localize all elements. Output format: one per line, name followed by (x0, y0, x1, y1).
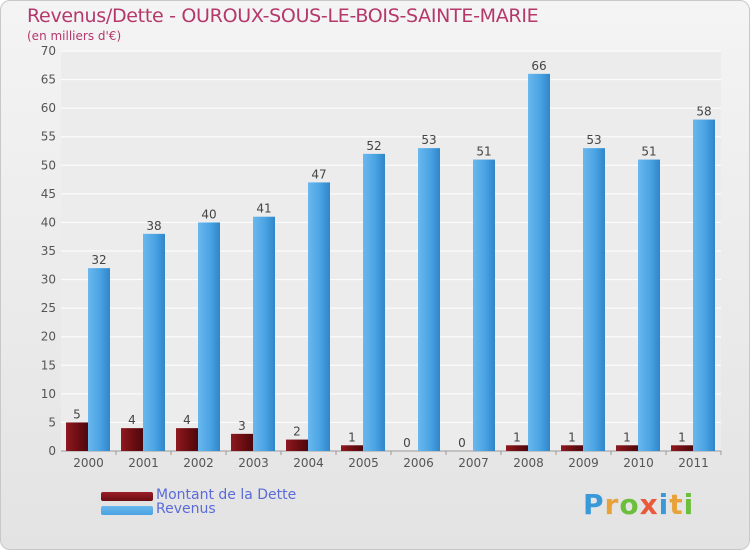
bar-revenus (583, 148, 605, 451)
bar-revenus (198, 222, 220, 451)
x-tick-label: 2003 (238, 456, 269, 470)
data-label-revenus: 47 (311, 167, 326, 181)
bar-dette (341, 445, 363, 451)
y-tick-label: 65 (41, 73, 56, 87)
bar-dette (671, 445, 693, 451)
bar-revenus (638, 159, 660, 452)
logo-letter: x (639, 488, 659, 521)
x-tick-label: 2007 (458, 456, 489, 470)
bar-revenus (253, 216, 275, 451)
chart-title: Revenus/Dette - OUROUX-SOUS-LE-BOIS-SAIN… (27, 5, 539, 27)
bar-dette (121, 428, 143, 451)
x-tick-label: 2008 (513, 456, 544, 470)
data-label-dette: 0 (458, 436, 466, 450)
legend-swatch-dette (101, 492, 153, 501)
y-tick-label: 45 (41, 187, 56, 201)
x-tick-label: 2000 (73, 456, 104, 470)
bar-revenus (88, 268, 110, 451)
data-label-revenus: 51 (476, 145, 491, 159)
data-label-revenus: 53 (421, 133, 436, 147)
data-label-revenus: 40 (201, 207, 216, 221)
data-label-dette: 3 (238, 419, 246, 433)
x-tick-label: 2002 (183, 456, 214, 470)
x-tick-label: 2004 (293, 456, 324, 470)
logo-letter: P (583, 488, 605, 521)
y-tick-label: 0 (48, 444, 56, 458)
y-tick-label: 50 (41, 158, 56, 172)
logo-letter: i (683, 488, 695, 521)
bar-revenus (363, 153, 385, 451)
bar-revenus (143, 233, 165, 451)
bar-revenus (473, 159, 495, 452)
data-label-revenus: 51 (641, 145, 656, 159)
y-tick-label: 5 (48, 415, 56, 429)
bar-revenus (308, 182, 330, 451)
data-label-dette: 1 (513, 430, 521, 444)
data-label-dette: 4 (183, 413, 191, 427)
x-tick-label: 2010 (623, 456, 654, 470)
bar-dette (231, 433, 253, 451)
data-label-dette: 1 (568, 430, 576, 444)
bar-dette (561, 445, 583, 451)
data-label-revenus: 41 (256, 202, 271, 216)
bar-revenus (693, 119, 715, 452)
data-label-dette: 1 (678, 430, 686, 444)
x-tick-label: 2006 (403, 456, 434, 470)
y-tick-label: 55 (41, 130, 56, 144)
data-label-dette: 1 (623, 430, 631, 444)
y-tick-label: 60 (41, 101, 56, 115)
proxiti-logo: Proxiti (583, 488, 694, 521)
logo-letter: t (669, 488, 684, 521)
bar-revenus (418, 148, 440, 451)
y-tick-label: 25 (41, 301, 56, 315)
x-tick-label: 2011 (678, 456, 709, 470)
logo-letter: i (658, 488, 670, 521)
y-tick-label: 35 (41, 244, 56, 258)
data-label-revenus: 38 (146, 219, 161, 233)
legend-swatch-revenus (101, 506, 153, 515)
bar-dette (176, 428, 198, 451)
y-tick-label: 15 (41, 358, 56, 372)
data-label-revenus: 53 (586, 133, 601, 147)
data-label-dette: 1 (348, 430, 356, 444)
data-label-dette: 2 (293, 425, 301, 439)
bar-dette (506, 445, 528, 451)
y-tick-label: 30 (41, 273, 56, 287)
data-label-dette: 0 (403, 436, 411, 450)
x-tick-label: 2001 (128, 456, 159, 470)
bar-dette (66, 422, 88, 451)
x-tick-label: 2009 (568, 456, 599, 470)
y-tick-label: 20 (41, 330, 56, 344)
y-tick-label: 70 (41, 44, 56, 58)
bar-dette (286, 439, 308, 451)
y-tick-label: 10 (41, 387, 56, 401)
legend-label-dette: Montant de la Dette (156, 487, 297, 503)
bar-dette (616, 445, 638, 451)
data-label-revenus: 66 (531, 59, 546, 73)
data-label-revenus: 58 (696, 105, 711, 119)
data-label-revenus: 52 (366, 139, 381, 153)
chart-subtitle: (en milliers d'€) (27, 29, 122, 43)
data-label-dette: 4 (128, 413, 136, 427)
logo-letter: r (604, 488, 620, 521)
legend-label-revenus: Revenus (156, 501, 216, 517)
data-label-dette: 5 (73, 407, 81, 421)
x-tick-label: 2005 (348, 456, 379, 470)
bar-revenus (528, 73, 550, 451)
data-label-revenus: 32 (91, 253, 106, 267)
y-tick-label: 40 (41, 215, 56, 229)
logo-letter: o (619, 488, 640, 521)
